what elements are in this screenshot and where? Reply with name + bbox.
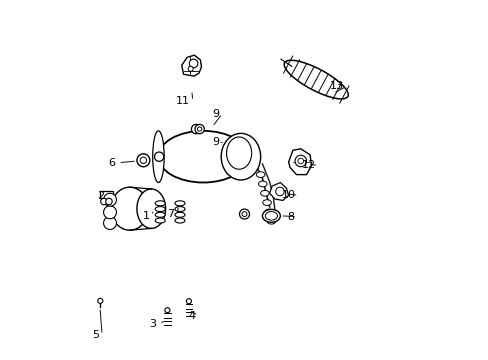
Circle shape (105, 198, 112, 205)
Text: 13: 13 (329, 81, 344, 91)
Circle shape (186, 299, 191, 304)
Ellipse shape (260, 190, 269, 196)
Circle shape (164, 308, 169, 313)
Ellipse shape (262, 210, 280, 222)
Text: 3: 3 (149, 319, 156, 329)
Ellipse shape (265, 212, 277, 220)
Text: 11: 11 (176, 96, 190, 106)
Ellipse shape (155, 207, 165, 212)
Ellipse shape (175, 218, 184, 223)
Ellipse shape (258, 181, 266, 187)
Polygon shape (288, 149, 311, 175)
Circle shape (101, 198, 107, 205)
Ellipse shape (221, 134, 260, 180)
Text: 4: 4 (188, 311, 195, 320)
Ellipse shape (155, 212, 165, 217)
Circle shape (239, 209, 249, 219)
Circle shape (191, 125, 201, 134)
Ellipse shape (264, 209, 273, 215)
Circle shape (103, 217, 116, 229)
Text: 1: 1 (142, 211, 149, 221)
Ellipse shape (284, 60, 347, 99)
Ellipse shape (152, 131, 164, 183)
Ellipse shape (155, 218, 165, 223)
Ellipse shape (262, 200, 271, 206)
Ellipse shape (158, 131, 247, 183)
Text: 8: 8 (286, 212, 293, 221)
Text: 12: 12 (301, 160, 315, 170)
Ellipse shape (111, 187, 148, 230)
Text: 9: 9 (212, 109, 219, 119)
Ellipse shape (175, 207, 184, 212)
Circle shape (242, 212, 246, 217)
Circle shape (154, 152, 163, 161)
Ellipse shape (175, 201, 184, 206)
Text: 2: 2 (97, 191, 104, 201)
Text: 9: 9 (212, 138, 219, 147)
Ellipse shape (175, 212, 184, 217)
Circle shape (294, 155, 306, 167)
Circle shape (189, 59, 198, 68)
Ellipse shape (155, 201, 165, 206)
Circle shape (140, 157, 146, 163)
Text: 7: 7 (167, 209, 174, 219)
Ellipse shape (256, 172, 264, 177)
Circle shape (98, 298, 102, 303)
Circle shape (103, 193, 116, 206)
Circle shape (197, 127, 202, 131)
Circle shape (137, 154, 149, 167)
Circle shape (275, 187, 284, 196)
Circle shape (188, 66, 193, 71)
Text: 6: 6 (108, 158, 115, 168)
Ellipse shape (266, 219, 275, 224)
Text: 10: 10 (281, 190, 295, 201)
Text: 5: 5 (92, 330, 99, 340)
Polygon shape (182, 55, 201, 76)
Circle shape (103, 206, 116, 219)
Ellipse shape (137, 189, 165, 228)
Polygon shape (100, 191, 113, 198)
Circle shape (195, 125, 204, 134)
Polygon shape (269, 183, 288, 201)
Circle shape (297, 158, 303, 164)
Ellipse shape (226, 137, 251, 169)
